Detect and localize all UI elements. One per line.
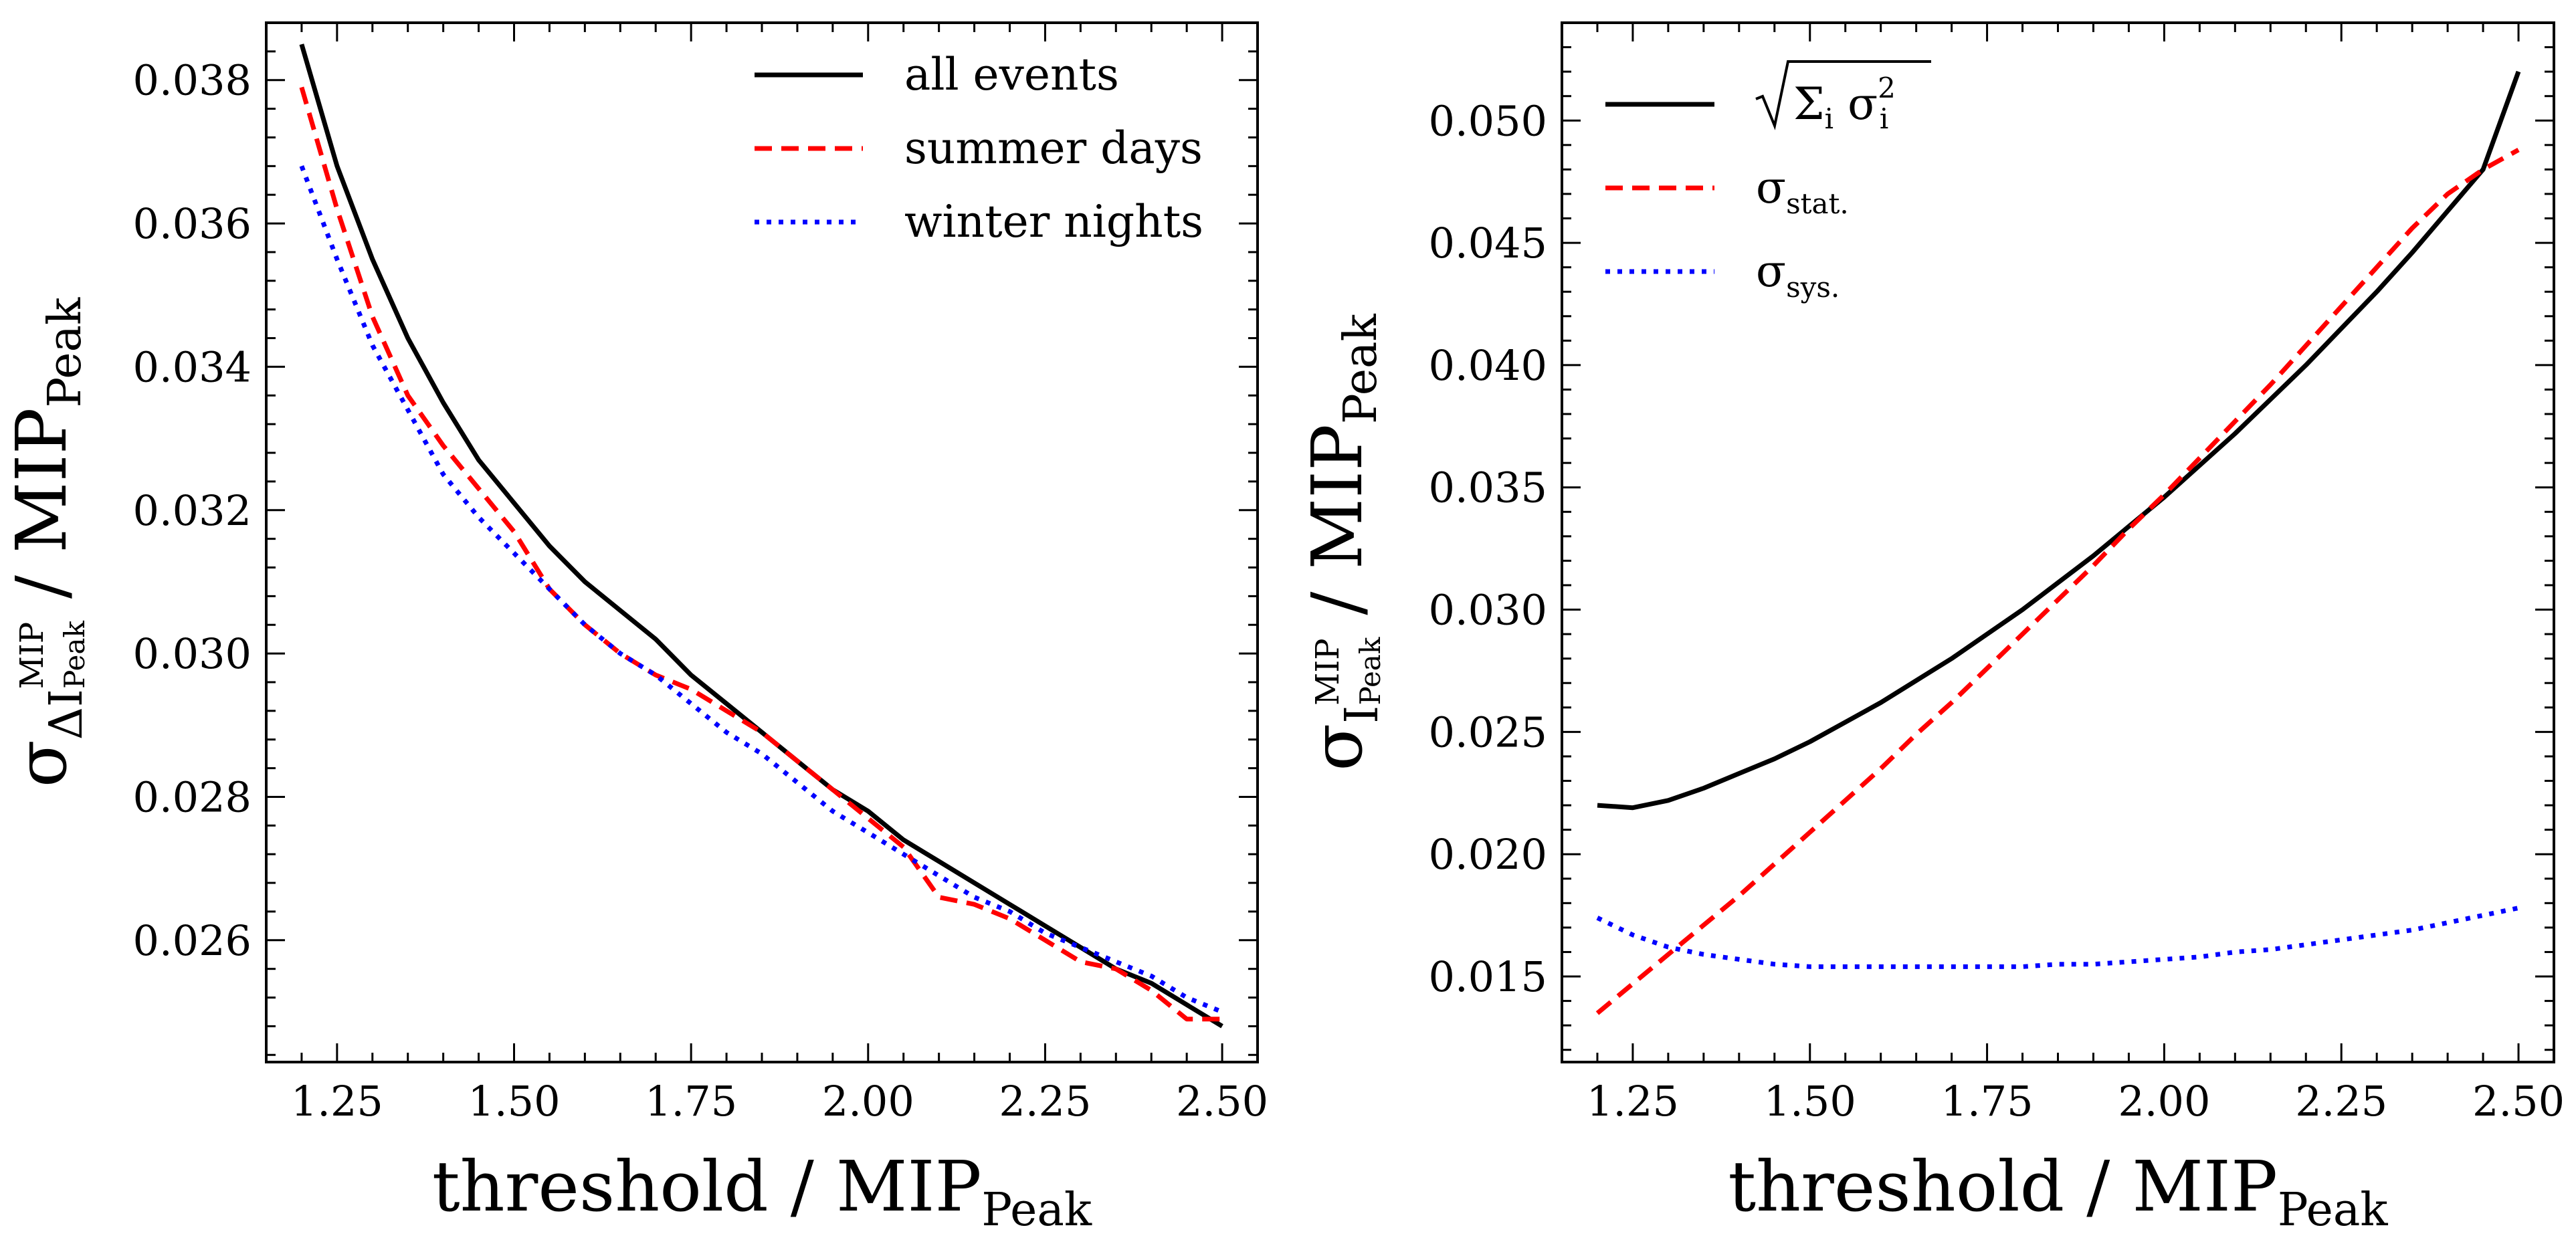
x-axis-label: threshold / MIPPeak bbox=[1728, 1146, 2388, 1237]
x-tick-label: 2.00 bbox=[822, 1077, 914, 1126]
y-tick-label: 0.020 bbox=[1429, 830, 1548, 879]
legend-sum-index: i bbox=[1825, 102, 1834, 135]
x-tick-label: 1.25 bbox=[1587, 1077, 1679, 1126]
legend-label-1: all events bbox=[904, 49, 1119, 100]
y-axis-label: σIMIP Peak / MIPPeak bbox=[1296, 314, 1389, 771]
y-tick-label: 0.038 bbox=[133, 56, 252, 105]
y-axis-label-sub: Peak bbox=[1354, 637, 1387, 705]
x-axis-label-text: threshold / MIP bbox=[432, 1146, 982, 1227]
y-tick-label: 0.045 bbox=[1429, 219, 1548, 268]
x-tick-label: 2.50 bbox=[2472, 1077, 2565, 1126]
y-axis-label-sigma: σ bbox=[1, 740, 82, 787]
legend-label-sqrt-content: Σi σ2 i bbox=[1793, 72, 1896, 135]
y-axis-label-sup: MIP bbox=[13, 622, 51, 689]
y-tick-label: 0.032 bbox=[133, 486, 252, 535]
y-tick-label: 0.040 bbox=[1429, 341, 1548, 390]
legend-sub: stat. bbox=[1786, 187, 1849, 220]
legend-sigma: σ bbox=[1756, 162, 1786, 213]
series-line-2 bbox=[1595, 148, 2520, 1015]
x-axis-label-sub: Peak bbox=[2278, 1184, 2388, 1237]
y-axis-label-quantity: ΔI bbox=[40, 689, 93, 740]
y-tick-label: 0.015 bbox=[1429, 952, 1548, 1001]
y-axis-label: σΔIMIP Peak / MIPPeak bbox=[1, 297, 93, 787]
x-tick-label: 2.25 bbox=[2295, 1077, 2387, 1126]
x-axis-label-text: threshold / MIP bbox=[1728, 1146, 2278, 1227]
y-axis-label-rest: / MIP bbox=[1, 407, 82, 621]
legend-sigma-index: i bbox=[1880, 102, 1888, 135]
legend-sub: sys. bbox=[1786, 271, 1840, 304]
x-tick-label: 1.75 bbox=[645, 1077, 737, 1126]
x-tick-label: 2.00 bbox=[2118, 1077, 2210, 1126]
y-tick-label: 0.034 bbox=[133, 342, 252, 391]
y-axis-label-rest: / MIP bbox=[1296, 424, 1378, 637]
x-tick-label: 1.25 bbox=[291, 1077, 383, 1126]
y-axis-label-sup: MIP bbox=[1309, 638, 1347, 705]
left-chart: 1.25 1.50 1.75 2.00 2.25 2.50 0.026 0.028 0.030 0… bbox=[1, 21, 1268, 1237]
legend-label-2: summer days bbox=[904, 122, 1203, 174]
legend-power: 2 bbox=[1878, 72, 1896, 104]
y-axis-label-rest-sub: Peak bbox=[1334, 314, 1387, 424]
series-line-1 bbox=[299, 43, 1223, 1029]
legend-label-3: winter nights bbox=[904, 196, 1203, 247]
x-tick-label: 2.25 bbox=[999, 1077, 1091, 1126]
plot-frame bbox=[265, 21, 1259, 1063]
sqrt-sign bbox=[1755, 60, 1931, 130]
series-line-3 bbox=[299, 165, 1223, 1015]
x-axis-label: threshold / MIPPeak bbox=[432, 1146, 1092, 1237]
x-tick-label: 1.50 bbox=[1764, 1077, 1856, 1126]
y-tick-label: 0.026 bbox=[133, 916, 252, 965]
x-axis-label-sub: Peak bbox=[981, 1184, 1092, 1237]
y-tick-label: 0.030 bbox=[133, 629, 252, 678]
y-axis-label-sigma: σ bbox=[1296, 724, 1378, 771]
x-tick-label: 1.75 bbox=[1941, 1077, 2034, 1126]
legend-label-3: σsys. bbox=[1756, 245, 1840, 304]
y-tick-label: 0.050 bbox=[1429, 96, 1548, 145]
y-axis-label-sub: Peak bbox=[58, 621, 91, 689]
x-tick-label: 2.50 bbox=[1176, 1077, 1268, 1126]
x-tick-label: 1.50 bbox=[468, 1077, 560, 1126]
series-line-1 bbox=[1597, 70, 2521, 811]
legend-sum-symbol: Σ bbox=[1793, 78, 1825, 130]
right-chart: 1.25 1.50 1.75 2.00 2.25 2.50 0.015 0.020 0.025 0… bbox=[1296, 21, 2565, 1237]
y-tick-label: 0.030 bbox=[1429, 586, 1548, 635]
legend-sigma: σ bbox=[1756, 245, 1786, 297]
y-tick-label: 0.035 bbox=[1429, 463, 1548, 512]
series-line-3 bbox=[1596, 906, 2519, 969]
y-axis-label-quantity: I bbox=[1336, 706, 1389, 724]
y-axis-label-rest-sub: Peak bbox=[39, 297, 92, 407]
y-tick-label: 0.036 bbox=[133, 199, 252, 248]
series-line-2 bbox=[299, 86, 1223, 1022]
legend-label-2: σstat. bbox=[1756, 162, 1849, 220]
y-tick-label: 0.025 bbox=[1429, 708, 1548, 756]
legend-sigma: σ bbox=[1834, 78, 1878, 130]
y-tick-label: 0.028 bbox=[133, 772, 252, 821]
plot-frame bbox=[1561, 21, 2555, 1063]
